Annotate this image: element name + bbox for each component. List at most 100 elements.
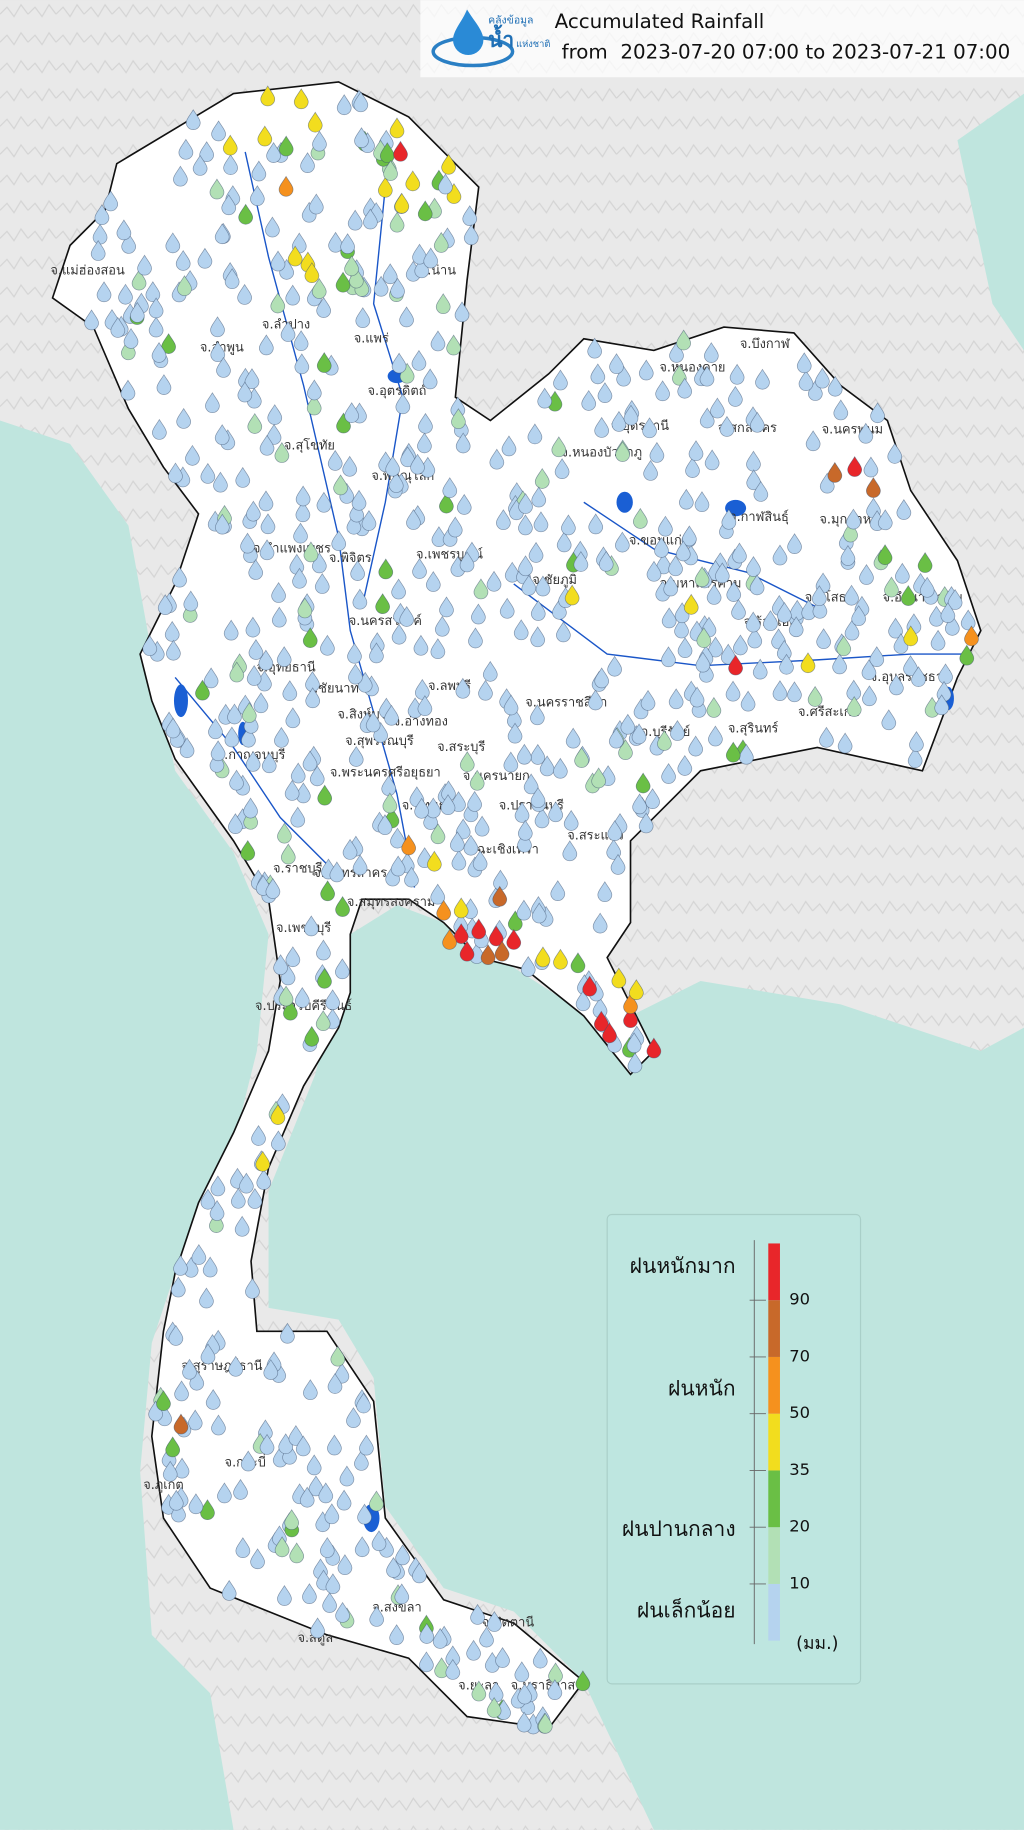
rain-drop — [205, 392, 220, 414]
rain-drop — [708, 725, 723, 747]
rain-drop — [787, 681, 802, 703]
rain-drop — [607, 820, 623, 841]
legend-tick-label: 90 — [789, 1290, 810, 1309]
province-label: จ.นครราชสีมา — [525, 696, 607, 711]
rain-drop — [210, 341, 226, 363]
rain-drop — [661, 762, 676, 784]
rain-drop — [348, 745, 364, 767]
rain-drop — [658, 515, 673, 537]
rain-drop — [618, 739, 633, 761]
rain-drop — [214, 513, 230, 535]
legend-band — [768, 1527, 780, 1584]
rain-drop — [518, 514, 533, 536]
rain-drop — [282, 680, 298, 701]
rain-drop — [211, 120, 226, 142]
rain-drop — [293, 522, 308, 544]
rain-drop — [306, 394, 322, 416]
legend-band — [768, 1470, 780, 1528]
rain-drop — [655, 380, 670, 402]
rain-drop — [434, 1657, 449, 1679]
rain-drop — [419, 1622, 435, 1644]
rain-drop — [721, 508, 737, 530]
rain-drop — [261, 752, 277, 774]
rain-drop — [294, 353, 310, 375]
rain-drop — [297, 597, 313, 619]
rain-drop — [417, 200, 433, 222]
rain-drop — [683, 593, 699, 615]
rain-drop — [516, 899, 532, 921]
rain-drop — [840, 545, 856, 566]
rain-drop — [471, 918, 487, 940]
rain-drop — [728, 385, 743, 407]
rain-drop — [516, 1711, 532, 1733]
rain-drop — [455, 818, 471, 840]
rain-drop — [290, 762, 306, 784]
rain-drop — [530, 787, 546, 809]
rain-drop — [170, 1276, 186, 1298]
rain-drop — [327, 1372, 343, 1394]
rain-drop — [459, 551, 475, 573]
rain-drop — [563, 809, 579, 831]
rain-drop — [342, 838, 358, 860]
rain-drop — [209, 751, 225, 773]
rain-drop — [425, 797, 441, 819]
rain-drop — [726, 581, 742, 602]
rain-drop — [276, 646, 292, 667]
rain-drop — [947, 589, 963, 610]
rain-drop — [575, 990, 591, 1012]
rain-drop — [156, 1390, 171, 1411]
rain-drop — [561, 514, 576, 536]
rain-drop — [168, 462, 183, 484]
rain-drop — [395, 393, 411, 415]
rain-drop — [259, 1433, 275, 1455]
rain-drop — [205, 1388, 221, 1410]
rain-drop — [725, 741, 741, 763]
rain-drop — [492, 885, 508, 907]
rain-drop — [866, 477, 881, 498]
rain-drop — [495, 1646, 510, 1668]
legend-panel — [606, 1213, 862, 1685]
rain-drop — [110, 316, 126, 338]
rain-drop — [290, 806, 306, 828]
rain-drop — [470, 1603, 485, 1625]
rain-drop — [317, 967, 332, 989]
rain-drop — [404, 866, 419, 888]
rain-drop — [84, 309, 99, 331]
rain-drop — [118, 283, 133, 305]
rain-drop — [310, 1617, 325, 1639]
rain-drop — [393, 140, 408, 162]
rain-drop — [377, 814, 393, 836]
rain-drop — [240, 839, 256, 861]
rain-drop — [564, 584, 580, 606]
rain-drop — [258, 334, 274, 356]
legend-unit: (มม.) — [796, 1634, 838, 1654]
province-label: จ.พระนครศรีอยุธยา — [330, 766, 441, 781]
rain-drop — [330, 1345, 346, 1367]
rain-drop — [278, 985, 294, 1007]
rain-drop — [353, 91, 369, 113]
rain-drop — [391, 578, 406, 600]
province-label: จ.อุบลราชธานี — [870, 670, 952, 685]
rain-drop — [148, 316, 164, 338]
rain-drop — [656, 553, 672, 575]
rain-drop — [357, 1503, 372, 1525]
rain-drop — [851, 605, 867, 627]
rain-drop — [582, 975, 598, 997]
rain-drop — [777, 601, 792, 623]
rain-drop — [772, 544, 788, 566]
rain-drop — [329, 861, 345, 883]
rain-drop — [328, 231, 343, 253]
rain-drop — [336, 94, 352, 116]
rain-drop — [694, 491, 710, 513]
rain-drop — [877, 544, 893, 566]
rain-drop — [518, 493, 533, 514]
rain-drop — [459, 940, 475, 962]
rain-drop — [142, 635, 158, 657]
rain-drop — [277, 1584, 292, 1606]
rain-drop — [209, 1212, 224, 1233]
rain-drop — [610, 853, 626, 875]
rain-drop — [670, 720, 685, 741]
rain-drop — [646, 560, 662, 582]
header-panel — [420, 0, 1024, 78]
rain-drop — [468, 627, 483, 649]
